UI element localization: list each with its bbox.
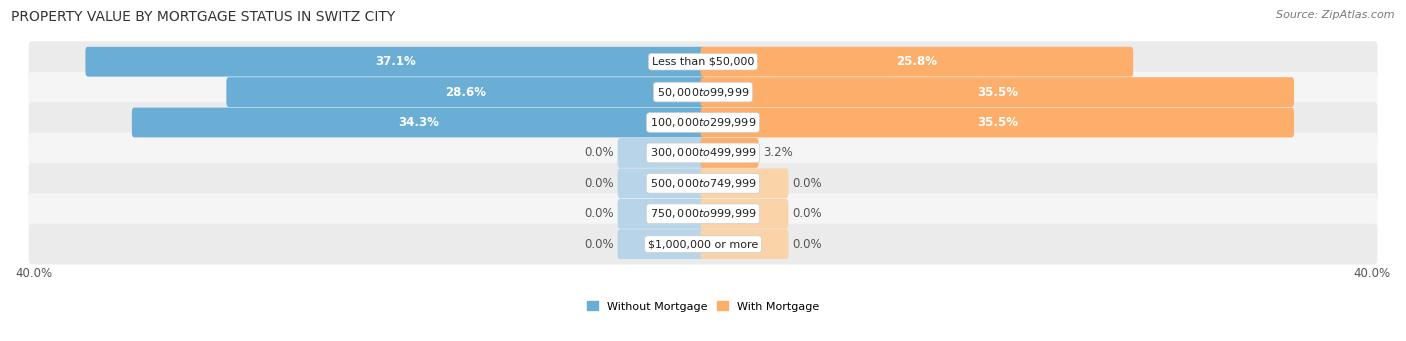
FancyBboxPatch shape	[617, 138, 706, 168]
FancyBboxPatch shape	[28, 163, 1378, 204]
FancyBboxPatch shape	[617, 199, 706, 229]
FancyBboxPatch shape	[700, 47, 1133, 77]
Text: $300,000 to $499,999: $300,000 to $499,999	[650, 146, 756, 160]
Text: 3.2%: 3.2%	[762, 146, 793, 160]
FancyBboxPatch shape	[700, 168, 789, 198]
FancyBboxPatch shape	[28, 41, 1378, 82]
Text: Less than $50,000: Less than $50,000	[652, 57, 754, 67]
FancyBboxPatch shape	[700, 138, 759, 168]
Text: 0.0%: 0.0%	[583, 207, 613, 220]
Legend: Without Mortgage, With Mortgage: Without Mortgage, With Mortgage	[588, 301, 818, 312]
Text: $750,000 to $999,999: $750,000 to $999,999	[650, 207, 756, 220]
Text: 40.0%: 40.0%	[1354, 267, 1391, 280]
FancyBboxPatch shape	[86, 47, 706, 77]
FancyBboxPatch shape	[617, 229, 706, 259]
Text: 0.0%: 0.0%	[583, 238, 613, 251]
Text: 0.0%: 0.0%	[793, 177, 823, 190]
Text: $500,000 to $749,999: $500,000 to $749,999	[650, 177, 756, 190]
Text: 40.0%: 40.0%	[15, 267, 52, 280]
FancyBboxPatch shape	[28, 133, 1378, 173]
FancyBboxPatch shape	[226, 77, 706, 107]
FancyBboxPatch shape	[28, 224, 1378, 265]
FancyBboxPatch shape	[28, 193, 1378, 234]
FancyBboxPatch shape	[28, 102, 1378, 143]
Text: 35.5%: 35.5%	[977, 116, 1018, 129]
FancyBboxPatch shape	[700, 77, 1294, 107]
Text: 37.1%: 37.1%	[375, 55, 416, 68]
Text: 28.6%: 28.6%	[446, 86, 486, 99]
Text: $1,000,000 or more: $1,000,000 or more	[648, 239, 758, 249]
FancyBboxPatch shape	[700, 108, 1294, 137]
Text: $50,000 to $99,999: $50,000 to $99,999	[657, 86, 749, 99]
Text: 25.8%: 25.8%	[897, 55, 938, 68]
Text: 0.0%: 0.0%	[793, 238, 823, 251]
FancyBboxPatch shape	[28, 72, 1378, 113]
Text: 0.0%: 0.0%	[583, 177, 613, 190]
Text: 0.0%: 0.0%	[583, 146, 613, 160]
FancyBboxPatch shape	[700, 229, 789, 259]
FancyBboxPatch shape	[132, 108, 706, 137]
FancyBboxPatch shape	[617, 168, 706, 198]
Text: Source: ZipAtlas.com: Source: ZipAtlas.com	[1277, 10, 1395, 20]
Text: PROPERTY VALUE BY MORTGAGE STATUS IN SWITZ CITY: PROPERTY VALUE BY MORTGAGE STATUS IN SWI…	[11, 10, 395, 24]
Text: $100,000 to $299,999: $100,000 to $299,999	[650, 116, 756, 129]
Text: 0.0%: 0.0%	[793, 207, 823, 220]
Text: 34.3%: 34.3%	[398, 116, 439, 129]
Text: 35.5%: 35.5%	[977, 86, 1018, 99]
FancyBboxPatch shape	[700, 199, 789, 229]
